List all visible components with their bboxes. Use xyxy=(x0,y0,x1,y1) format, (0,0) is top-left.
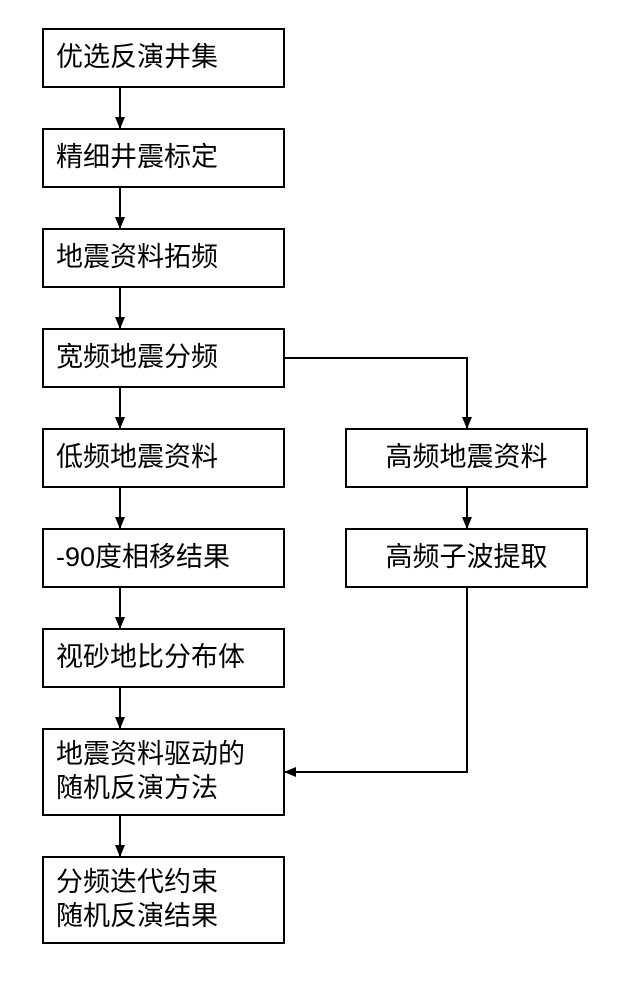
flowchart-canvas: 优选反演井集精细井震标定地震资料拓频宽频地震分频低频地震资料 高频地震资料 -90度… xyxy=(0,0,636,1000)
flow-node-n7: -90度相移结果 xyxy=(42,528,285,588)
flow-node-label: 精细井震标定 xyxy=(56,141,218,175)
flow-node-n10: 地震资料驱动的随机反演方法 xyxy=(42,728,285,816)
flow-node-n2: 精细井震标定 xyxy=(42,128,285,188)
flow-node-n6: 高频地震资料 xyxy=(345,428,588,488)
flow-edge-10 xyxy=(285,588,467,772)
flow-node-n5: 低频地震资料 xyxy=(42,428,285,488)
flow-node-label: 高频子波提取 xyxy=(386,541,548,575)
flow-node-n1: 优选反演井集 xyxy=(42,28,285,88)
flow-node-n4: 宽频地震分频 xyxy=(42,328,285,388)
flow-edge-8 xyxy=(285,358,467,428)
flow-node-n11: 分频迭代约束随机反演结果 xyxy=(42,856,285,944)
flow-node-n3: 地震资料拓频 xyxy=(42,228,285,288)
flow-node-label: 优选反演井集 xyxy=(56,41,218,75)
flow-node-label: 地震资料拓频 xyxy=(56,241,218,275)
flow-node-label: 地震资料驱动的随机反演方法 xyxy=(56,738,245,806)
flow-node-label: 低频地震资料 xyxy=(56,441,218,475)
flow-node-label: 分频迭代约束随机反演结果 xyxy=(56,866,218,934)
flow-node-n9: 视砂地比分布体 xyxy=(42,628,285,688)
flow-node-label: -90度相移结果 xyxy=(56,541,230,575)
flow-node-n8: 高频子波提取 xyxy=(345,528,588,588)
flow-node-label: 宽频地震分频 xyxy=(56,341,218,375)
flow-node-label: 高频地震资料 xyxy=(386,441,548,475)
flow-node-label: 视砂地比分布体 xyxy=(56,641,245,675)
